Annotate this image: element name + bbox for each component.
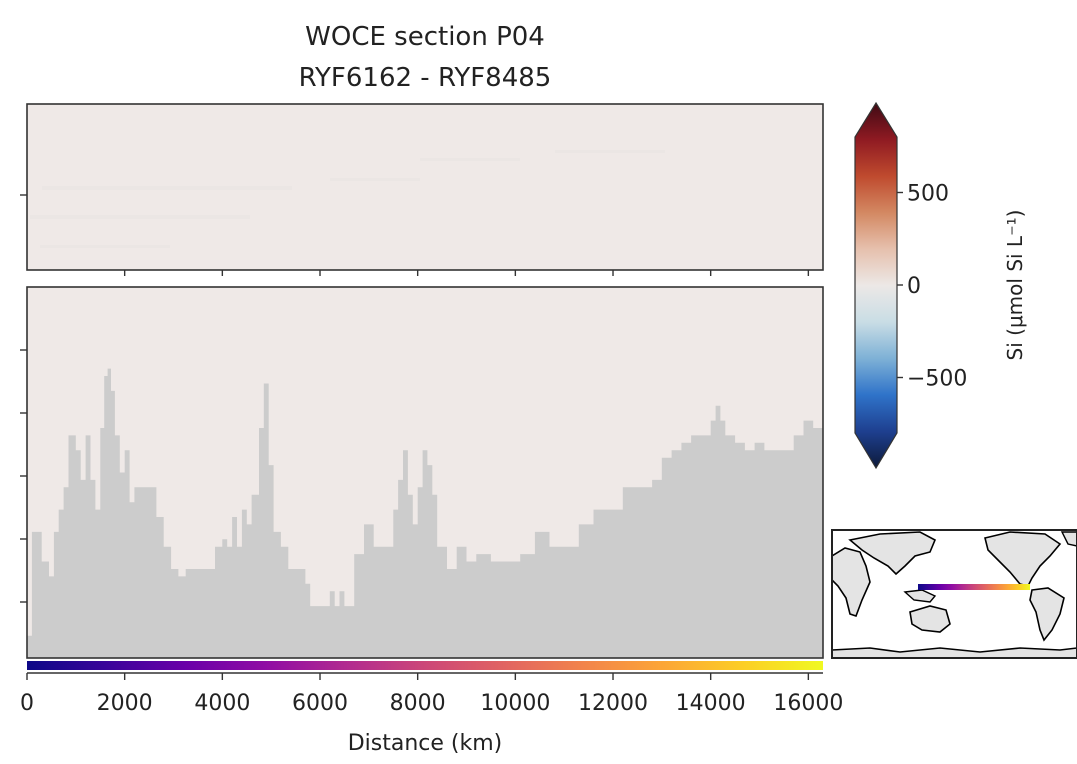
lower-panel: 0 2000 4000 6000 8000 10000 12000 14000 16000 Di… [20,286,843,756]
inset-landmass-antarctica [832,647,1077,658]
inset-map-land [832,531,1077,658]
seafloor-bathymetry [27,368,823,658]
inset-landmass-australia [909,605,951,633]
inset-landmass-asia [848,531,937,576]
upper-panel-streak-4 [420,158,520,161]
x-tick-label: 4000 [194,691,250,716]
inset-landmass-indonesia [903,589,937,603]
x-tick-label: 6000 [292,691,348,716]
chart-title-line1: WOCE section P04 [305,22,545,52]
inset-landmass-south-america [1029,587,1065,642]
lower-panel-yticks [20,349,27,603]
lower-panel-frame [26,286,824,659]
upper-panel-streak-3 [330,178,420,181]
upper-panel-streak-2 [30,215,250,219]
inset-map [831,529,1077,659]
colorbar-tick-label: 500 [907,182,949,207]
colorbar-tick-label: 0 [907,274,921,299]
upper-panel-streak-1 [42,186,292,190]
upper-panel-frame [26,103,824,271]
colorbar-tick-label: −500 [907,367,967,392]
colorbar-label: Si (μmol Si L⁻¹) [1003,210,1027,361]
upper-panel [20,103,824,276]
x-tick-label: 14000 [676,691,746,716]
x-tick-label: 8000 [390,691,446,716]
inset-map-section-track [918,584,1030,590]
inset-landmass-north-america [984,531,1062,587]
x-tick-label: 0 [20,691,34,716]
inset-landmass-greenland [1060,531,1077,547]
upper-panel-streak-5 [555,150,665,153]
x-axis-ticks: 0 2000 4000 6000 8000 10000 12000 14000 16000 [20,673,843,716]
upper-panel-ticks [20,194,810,276]
x-tick-label: 2000 [97,691,153,716]
colorbar-ticks: 500 0 −500 [897,182,967,392]
colorbar-body [854,101,898,470]
x-tick-label: 16000 [773,691,843,716]
x-tick-label: 12000 [578,691,648,716]
x-tick-label: 10000 [480,691,550,716]
inset-landmass-africa [832,547,871,618]
inset-map-frame [831,529,1077,659]
x-axis-label: Distance (km) [348,731,503,756]
upper-panel-streak-6 [40,245,170,248]
section-track-colorbar [27,661,823,670]
chart-title-line2: RYF6162 - RYF8485 [299,63,552,93]
colorbar: 500 0 −500 Si (μmol Si L⁻¹) [854,101,1027,470]
